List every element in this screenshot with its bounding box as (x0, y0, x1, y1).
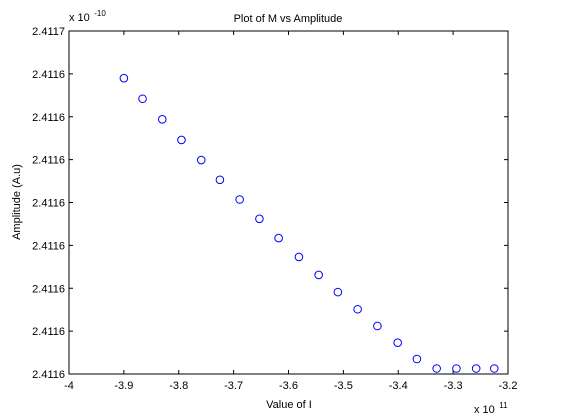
x-axis-multiplier: x 10 11 (474, 400, 508, 417)
x-tick-label: -3.3 (444, 380, 463, 392)
x-tick-label: -4 (64, 380, 74, 392)
y-tick-label: 2.4116 (32, 112, 65, 124)
y-tick-label: 2.4116 (32, 369, 65, 381)
y-tick-label: 2.4116 (32, 155, 65, 167)
chart-title: Plot of M vs Amplitude (234, 13, 343, 25)
y-tick-label: 2.4117 (32, 26, 65, 38)
y-multiplier-exponent: -10 (94, 9, 106, 18)
x-tick-label: -3.2 (499, 380, 518, 392)
x-multiplier-base: x 10 (474, 404, 495, 416)
y-tick-label: 2.4116 (32, 283, 65, 295)
plot-area (69, 31, 508, 374)
x-multiplier-exponent: 11 (499, 401, 508, 410)
y-tick-label: 2.4116 (32, 69, 65, 81)
x-tick-label: -3.7 (224, 380, 243, 392)
y-tick-label: 2.4116 (32, 240, 65, 252)
y-axis-title: Amplitude (A.u) (11, 164, 23, 240)
x-tick-label: -3.4 (389, 380, 408, 392)
x-tick-label: -3.6 (279, 380, 298, 392)
y-multiplier-base: x 10 (69, 12, 90, 24)
y-tick-label: 2.4116 (32, 198, 65, 210)
x-tick-label: -3.9 (114, 380, 133, 392)
x-tick-label: -3.5 (334, 380, 353, 392)
x-axis-title: Value of I (266, 399, 312, 411)
x-tick-label: -3.8 (169, 380, 188, 392)
y-tick-label: 2.4116 (32, 326, 65, 338)
y-axis-multiplier: x 10 -10 (69, 8, 106, 25)
